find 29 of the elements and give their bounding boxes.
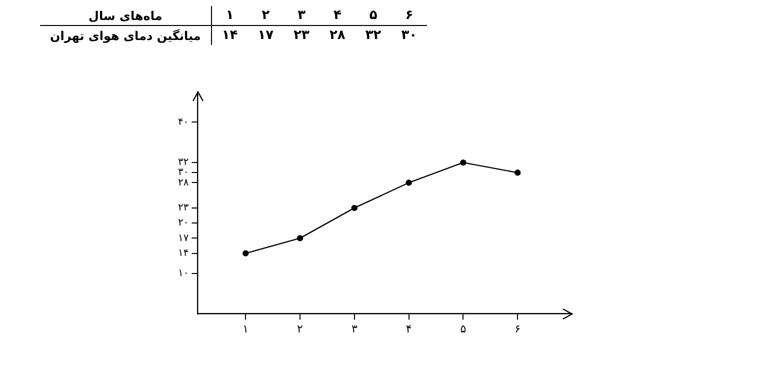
y-tick-label: ۴۰	[178, 116, 189, 128]
x-tick-label: ۳	[351, 322, 358, 336]
x-tick-label: ۲	[297, 322, 304, 336]
y-tick-label: ۲۰	[178, 218, 189, 229]
text: ۱۷	[258, 28, 274, 43]
y-tick-label: ۱۷	[178, 232, 190, 244]
category-label: ۲	[262, 8, 270, 23]
y-tick-label: ۱۰	[178, 268, 189, 280]
text: ۲۳	[294, 28, 310, 43]
y-tick-label: ۲۸	[178, 177, 190, 188]
category-label: ۳	[298, 8, 306, 23]
category-label: ۴	[333, 8, 342, 23]
x-tick-label: ۵	[460, 322, 466, 336]
x-tick-label: ۴	[406, 322, 412, 336]
category-label: ۱	[226, 8, 234, 23]
category-label: ۶	[405, 8, 414, 23]
y-tick-label: ۳۰	[178, 167, 189, 178]
y-tick-label: ۱۴	[178, 248, 189, 259]
text: ۲۸	[329, 28, 346, 43]
x-tick-label: ۶	[514, 322, 521, 336]
category-label: ۵	[369, 8, 378, 23]
text: ۳۲	[365, 28, 382, 43]
x-tick-label: ۱	[242, 322, 249, 336]
text: ۳۰	[401, 28, 418, 43]
text: میانگین دمای هوای تهران	[40, 26, 212, 45]
text: ۱۴	[222, 28, 238, 43]
y-tick-label: ۲۳	[178, 202, 190, 214]
text: ماه‌های سال	[40, 6, 212, 26]
y-tick-label: ۳۲	[178, 157, 189, 168]
